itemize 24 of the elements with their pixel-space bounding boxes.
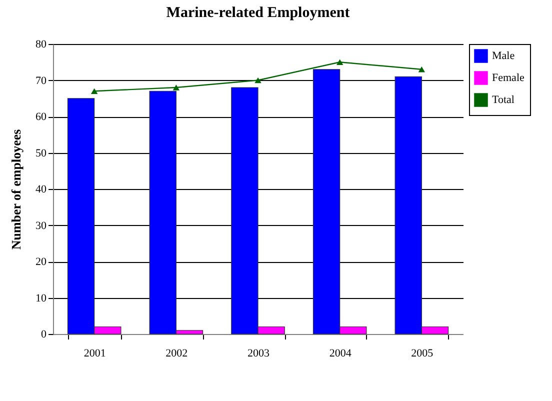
y-tick-label: 60 [36, 111, 47, 123]
point [254, 77, 262, 84]
y-tick-label: 50 [36, 147, 47, 160]
point [172, 84, 180, 90]
x-tick-label: 2005 [411, 348, 434, 360]
y-tick-label: 80 [36, 38, 47, 50]
legend-label: Male [492, 50, 515, 62]
y-tick-label: 10 [36, 292, 47, 304]
y-tick-label: 40 [36, 184, 47, 196]
y-tick-label: 20 [36, 256, 47, 268]
point [418, 66, 426, 72]
point [336, 59, 344, 66]
y-axis-title: Number of employees [8, 129, 24, 250]
x-tick-label: 2001 [84, 348, 106, 360]
chart-title: Marine-related Employment [166, 5, 350, 21]
y-tick-label: 30 [36, 220, 47, 232]
x-tick-label: 2002 [166, 348, 188, 360]
legend-label: Total [492, 94, 514, 106]
x-tick-label: 2003 [248, 348, 270, 360]
y-tick-label: 0 [41, 328, 47, 340]
x-tick-label: 2004 [329, 348, 352, 360]
y-tick-label: 70 [36, 74, 47, 87]
legend-label: Female [492, 72, 524, 84]
point [90, 88, 98, 94]
